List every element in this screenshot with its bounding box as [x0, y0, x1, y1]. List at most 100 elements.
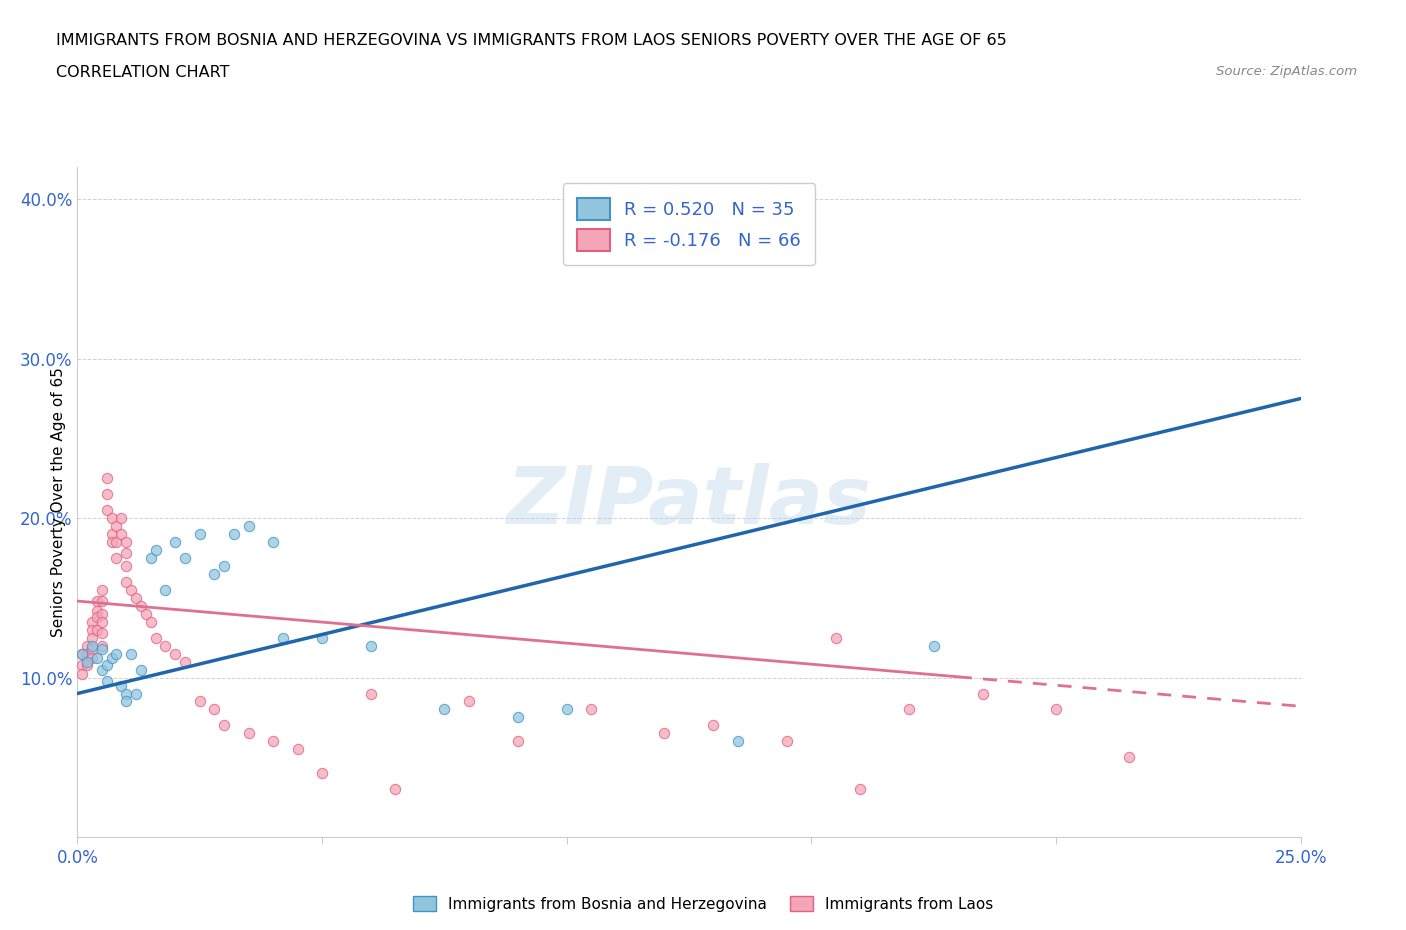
Point — [110, 526, 132, 541]
Point — [898, 702, 921, 717]
Point — [579, 702, 602, 717]
Point — [86, 604, 108, 618]
Point — [105, 519, 128, 534]
Point — [174, 551, 197, 565]
Point — [145, 542, 167, 557]
Point — [105, 646, 128, 661]
Point — [188, 694, 211, 709]
Point — [212, 559, 235, 574]
Point — [125, 591, 148, 605]
Point — [824, 631, 846, 645]
Point — [80, 638, 103, 653]
Point — [96, 503, 118, 518]
Point — [129, 662, 152, 677]
Point — [86, 622, 108, 637]
Point — [115, 686, 138, 701]
Point — [90, 593, 112, 608]
Point — [776, 734, 799, 749]
Point — [1118, 750, 1140, 764]
Point — [76, 658, 98, 672]
Point — [165, 646, 187, 661]
Point — [165, 535, 187, 550]
Point — [174, 654, 197, 669]
Point — [238, 519, 260, 534]
Point — [90, 606, 112, 621]
Point — [972, 686, 994, 701]
Point — [100, 511, 122, 525]
Point — [96, 658, 118, 672]
Point — [90, 662, 112, 677]
Point — [135, 606, 157, 621]
Point — [80, 622, 103, 637]
Point — [702, 718, 724, 733]
Point — [384, 782, 406, 797]
Legend: R = 0.520   N = 35, R = -0.176   N = 66: R = 0.520 N = 35, R = -0.176 N = 66 — [562, 183, 815, 265]
Point — [110, 678, 132, 693]
Point — [105, 551, 128, 565]
Point — [202, 566, 225, 581]
Text: Source: ZipAtlas.com: Source: ZipAtlas.com — [1216, 65, 1357, 78]
Point — [86, 609, 108, 624]
Point — [115, 694, 138, 709]
Point — [120, 646, 142, 661]
Point — [86, 651, 108, 666]
Point — [90, 638, 112, 653]
Point — [115, 546, 138, 561]
Point — [86, 593, 108, 608]
Text: ZIPatlas: ZIPatlas — [506, 463, 872, 541]
Point — [155, 638, 177, 653]
Point — [271, 631, 294, 645]
Point — [145, 631, 167, 645]
Point — [360, 686, 382, 701]
Point — [188, 526, 211, 541]
Point — [120, 582, 142, 597]
Point — [222, 526, 245, 541]
Legend: Immigrants from Bosnia and Herzegovina, Immigrants from Laos: Immigrants from Bosnia and Herzegovina, … — [406, 889, 1000, 918]
Point — [96, 673, 118, 688]
Text: CORRELATION CHART: CORRELATION CHART — [56, 65, 229, 80]
Point — [70, 646, 93, 661]
Point — [100, 651, 122, 666]
Point — [155, 582, 177, 597]
Point — [100, 535, 122, 550]
Point — [506, 734, 529, 749]
Text: IMMIGRANTS FROM BOSNIA AND HERZEGOVINA VS IMMIGRANTS FROM LAOS SENIORS POVERTY O: IMMIGRANTS FROM BOSNIA AND HERZEGOVINA V… — [56, 33, 1007, 47]
Point — [96, 471, 118, 485]
Point — [457, 694, 479, 709]
Point — [202, 702, 225, 717]
Point — [506, 710, 529, 724]
Point — [139, 551, 162, 565]
Point — [76, 654, 98, 669]
Point — [262, 734, 284, 749]
Point — [100, 526, 122, 541]
Y-axis label: Seniors Poverty Over the Age of 65: Seniors Poverty Over the Age of 65 — [51, 367, 66, 637]
Point — [70, 646, 93, 661]
Point — [80, 642, 103, 657]
Point — [80, 651, 103, 666]
Point — [433, 702, 456, 717]
Point — [287, 742, 309, 757]
Point — [110, 511, 132, 525]
Point — [90, 615, 112, 630]
Point — [360, 638, 382, 653]
Point — [80, 631, 103, 645]
Point — [262, 535, 284, 550]
Point — [311, 765, 333, 780]
Point — [115, 559, 138, 574]
Point — [76, 646, 98, 661]
Point — [727, 734, 749, 749]
Point — [238, 726, 260, 741]
Point — [96, 486, 118, 501]
Point — [70, 658, 93, 672]
Point — [76, 638, 98, 653]
Point — [90, 626, 112, 641]
Point — [139, 615, 162, 630]
Point — [555, 702, 578, 717]
Point — [129, 598, 152, 613]
Point — [212, 718, 235, 733]
Point — [70, 667, 93, 682]
Point — [90, 642, 112, 657]
Point — [115, 535, 138, 550]
Point — [80, 615, 103, 630]
Point — [105, 535, 128, 550]
